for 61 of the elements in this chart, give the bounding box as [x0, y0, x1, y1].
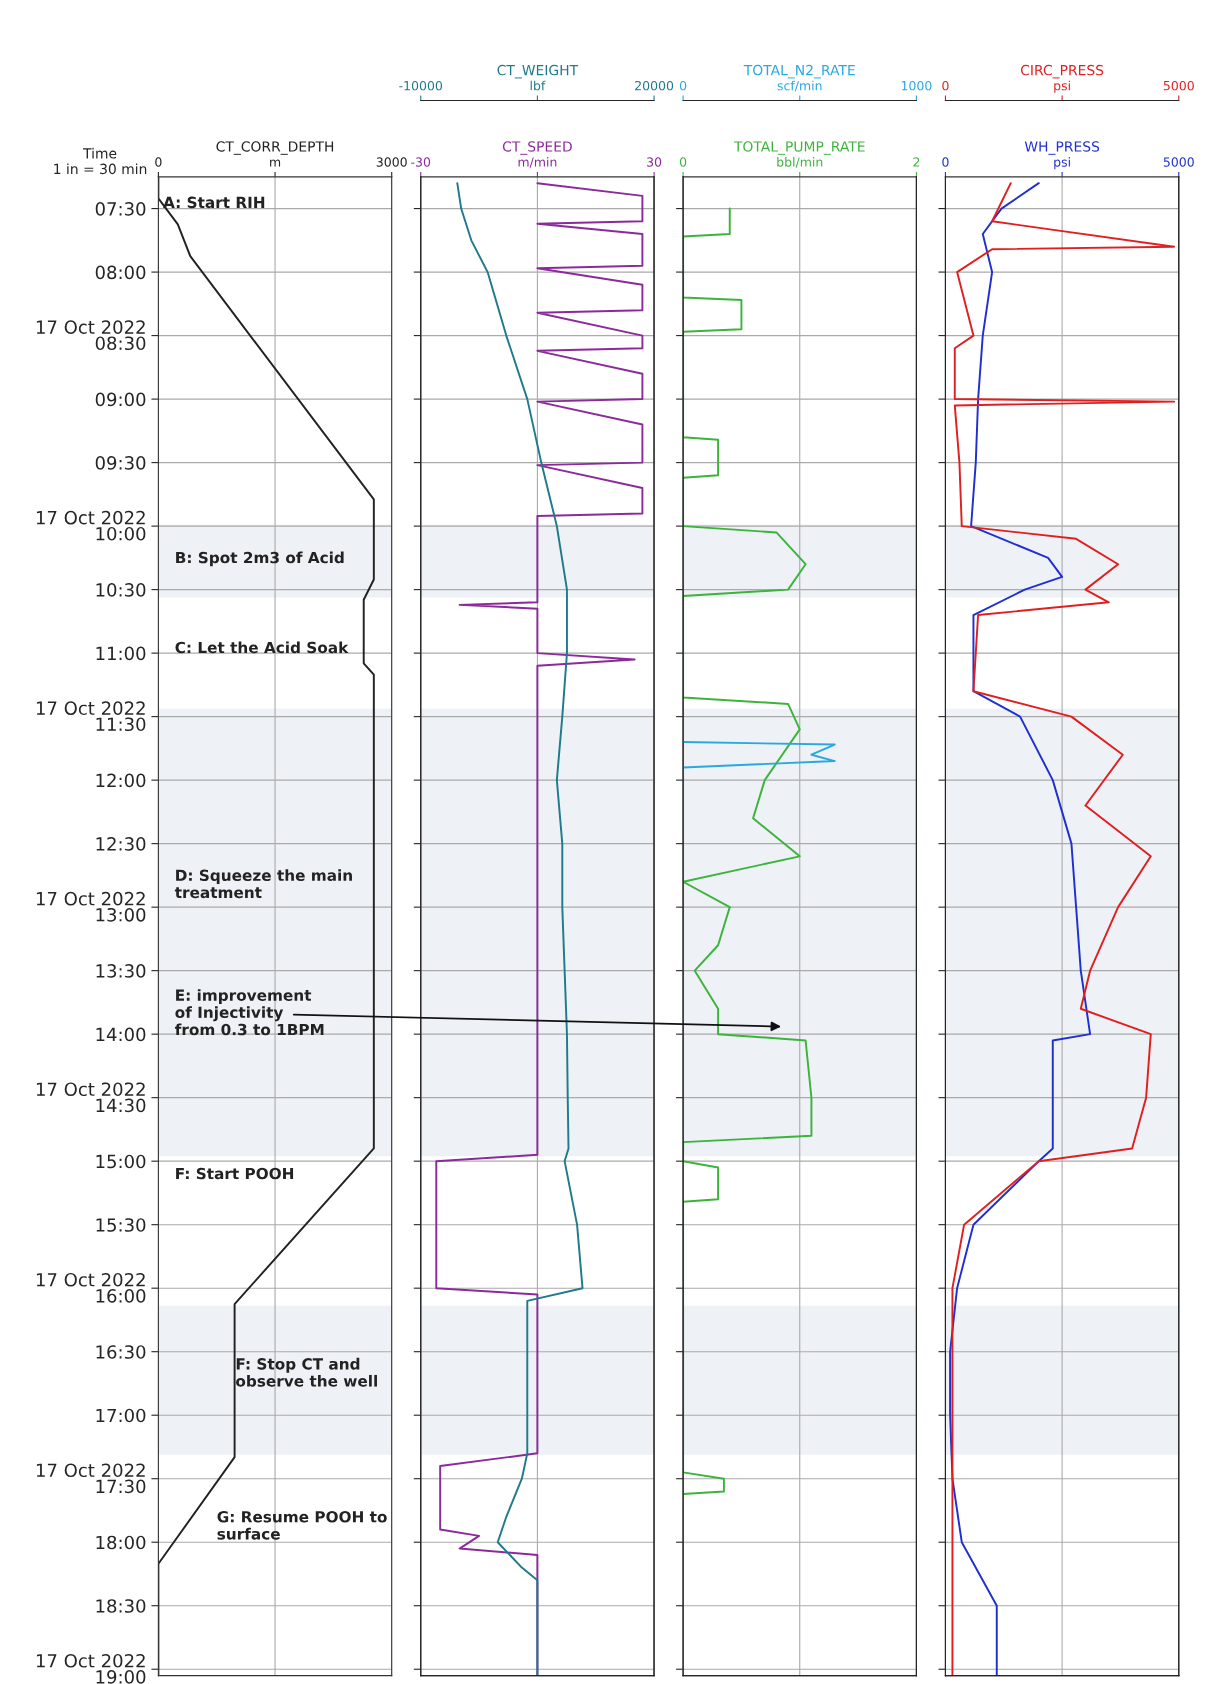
- y-tick-label: 17 Oct 2022 11:30: [36, 701, 146, 732]
- x-tick-label: psi: [1054, 157, 1070, 170]
- y-tick-label: 15:00: [96, 1154, 146, 1169]
- annotation: D: Squeeze the main treatment: [174, 869, 352, 899]
- y-tick-label: 12:00: [96, 773, 146, 788]
- x-tick-label: m: [270, 159, 281, 167]
- y-tick-label: 17 Oct 2022 16:00: [36, 1272, 146, 1303]
- y-tick-label: 17 Oct 2022 13:00: [36, 891, 146, 922]
- y-tick-label: 14:00: [96, 1027, 146, 1042]
- annotation: E: improvement of Injectivity from 0.3 to 1BPM: [175, 989, 324, 1036]
- y-tick-label: 17 Oct 2022 14:30: [36, 1082, 146, 1113]
- annotation: A: Start RIH: [163, 196, 265, 209]
- x2-tick-label: psi: [1054, 80, 1070, 93]
- x2-tick-label: 5000: [1163, 80, 1194, 91]
- x2-axis-title: CT_WEIGHT: [497, 64, 579, 79]
- y-tick-label: 18:30: [96, 1599, 146, 1613]
- y-tick-label: 18:00: [96, 1535, 146, 1550]
- x2-tick-label: 1000: [901, 80, 932, 91]
- x-tick-label: 5000: [1163, 157, 1194, 167]
- y-tick-label: 16:30: [96, 1345, 146, 1359]
- x-axis-title: TOTAL_PUMP_RATE: [733, 141, 865, 155]
- x-tick-label: bbl/min: [777, 157, 823, 168]
- y-tick-label: 08:00: [95, 265, 146, 280]
- x2-axis-title: CIRC_PRESS: [1020, 64, 1104, 79]
- annotation: G: Resume POOH to surface: [217, 1510, 387, 1540]
- x-axis-title: WH_PRESS: [1024, 141, 1100, 155]
- x-tick-label: 0: [942, 157, 949, 167]
- y-tick-label: 17 Oct 2022 19:00: [36, 1653, 146, 1684]
- x-tick-label: 0: [679, 157, 687, 167]
- x2-tick-label: -10000: [399, 80, 443, 91]
- x2-tick-label: 0: [679, 80, 687, 91]
- x-tick-label: -30: [411, 157, 431, 167]
- y-tick-label: 09:00: [95, 392, 146, 407]
- y-tick-label: 17 Oct 2022 08:30: [36, 320, 146, 351]
- annotation: F: Start POOH: [176, 1167, 294, 1180]
- y-tick-label: 11:00: [96, 646, 146, 661]
- x-axis-title: CT_SPEED: [502, 141, 572, 155]
- x2-tick-label: lbf: [530, 80, 546, 91]
- y-tick-label: 15:30: [96, 1218, 146, 1232]
- x-tick-label: 3000: [376, 157, 407, 167]
- x-tick-label: 2: [913, 157, 920, 167]
- x2-tick-label: 0: [942, 80, 949, 91]
- y-tick-label: 12:30: [96, 837, 146, 851]
- y-tick-label: 07:30: [95, 202, 146, 216]
- y-tick-label: 17 Oct 2022 17:30: [36, 1463, 146, 1494]
- x-tick-label: m/min: [518, 157, 557, 168]
- annotation: F: Stop CT and observe the well: [236, 1357, 377, 1387]
- x2-axis-title: TOTAL_N2_RATE: [743, 64, 855, 79]
- annotation: B: Spot 2m3 of Acid: [176, 551, 344, 567]
- x-tick-label: 0: [155, 157, 162, 167]
- y-tick-label: 17:00: [96, 1408, 146, 1423]
- x-tick-label: 30: [647, 157, 662, 167]
- y-axis-title: Time 1 in = 30 min: [54, 147, 147, 175]
- annotation: C: Let the Acid Soak: [175, 641, 349, 654]
- y-tick-label: 17 Oct 2022 10:00: [36, 510, 146, 541]
- x2-tick-label: scf/min: [777, 80, 822, 92]
- y-tick-label: 09:30: [95, 456, 146, 470]
- x-axis-title: CT_CORR_DEPTH: [216, 141, 334, 155]
- x2-tick-label: 20000: [635, 80, 674, 91]
- y-tick-label: 13:30: [96, 964, 146, 978]
- y-tick-label: 10:30: [96, 583, 146, 597]
